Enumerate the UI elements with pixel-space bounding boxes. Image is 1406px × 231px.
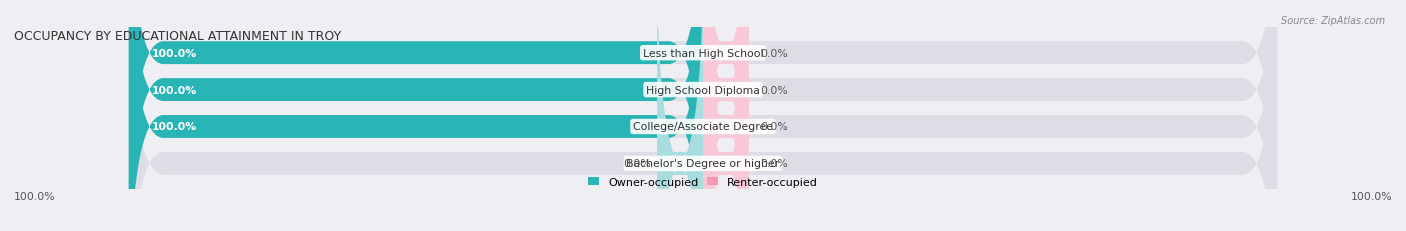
FancyBboxPatch shape [129, 0, 1277, 231]
Text: 0.0%: 0.0% [761, 85, 789, 95]
Text: 0.0%: 0.0% [624, 159, 651, 169]
FancyBboxPatch shape [129, 0, 1277, 231]
FancyBboxPatch shape [129, 0, 703, 231]
FancyBboxPatch shape [703, 0, 749, 231]
Text: Less than High School: Less than High School [643, 49, 763, 58]
Text: 100.0%: 100.0% [152, 49, 197, 58]
Text: 100.0%: 100.0% [1350, 191, 1392, 201]
Text: 100.0%: 100.0% [152, 85, 197, 95]
Text: 100.0%: 100.0% [14, 191, 56, 201]
Text: 0.0%: 0.0% [761, 122, 789, 132]
FancyBboxPatch shape [129, 0, 703, 231]
FancyBboxPatch shape [657, 0, 703, 231]
FancyBboxPatch shape [703, 0, 749, 231]
Text: 0.0%: 0.0% [761, 49, 789, 58]
Text: 0.0%: 0.0% [761, 159, 789, 169]
Text: OCCUPANCY BY EDUCATIONAL ATTAINMENT IN TROY: OCCUPANCY BY EDUCATIONAL ATTAINMENT IN T… [14, 30, 342, 43]
FancyBboxPatch shape [129, 0, 703, 231]
FancyBboxPatch shape [129, 0, 1277, 231]
Legend: Owner-occupied, Renter-occupied: Owner-occupied, Renter-occupied [588, 177, 818, 187]
Text: Source: ZipAtlas.com: Source: ZipAtlas.com [1281, 16, 1385, 26]
FancyBboxPatch shape [129, 0, 1277, 231]
FancyBboxPatch shape [703, 0, 749, 231]
FancyBboxPatch shape [703, 0, 749, 231]
Text: Bachelor's Degree or higher: Bachelor's Degree or higher [627, 159, 779, 169]
Text: 100.0%: 100.0% [152, 122, 197, 132]
Text: College/Associate Degree: College/Associate Degree [633, 122, 773, 132]
Text: High School Diploma: High School Diploma [647, 85, 759, 95]
